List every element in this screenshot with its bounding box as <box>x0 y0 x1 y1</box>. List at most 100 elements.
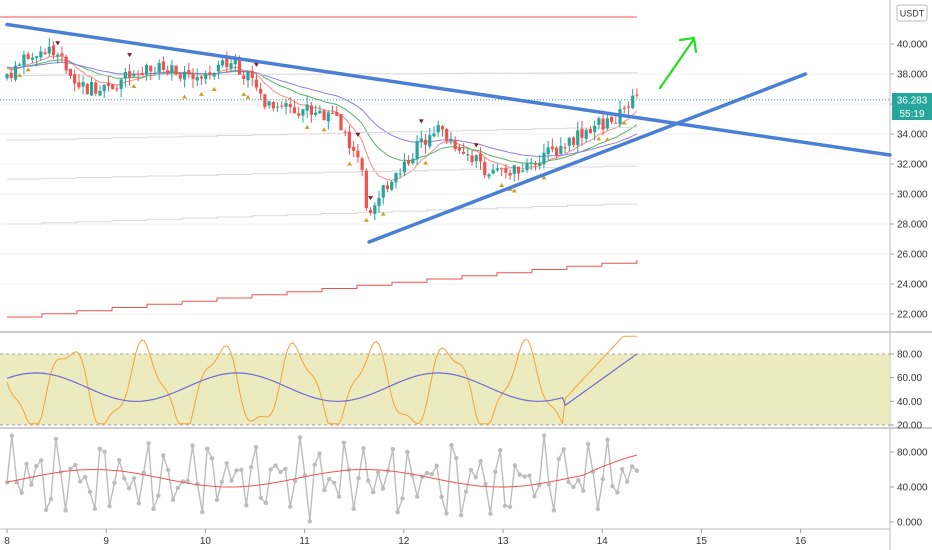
candle[interactable] <box>98 90 102 96</box>
candle[interactable] <box>309 105 313 115</box>
candle[interactable] <box>77 82 81 88</box>
candle[interactable] <box>81 82 85 87</box>
candle[interactable] <box>457 147 461 151</box>
candle[interactable] <box>157 62 161 73</box>
candle[interactable] <box>22 54 26 66</box>
candle[interactable] <box>546 147 550 155</box>
candle[interactable] <box>64 56 68 71</box>
candle[interactable] <box>516 166 521 174</box>
ascending-trendline[interactable] <box>367 72 808 244</box>
candle[interactable] <box>432 133 436 137</box>
candle[interactable] <box>153 72 157 74</box>
candle[interactable] <box>411 158 415 164</box>
candle[interactable] <box>136 73 140 75</box>
candle[interactable] <box>191 73 195 80</box>
candle[interactable] <box>9 72 13 79</box>
candle[interactable] <box>174 65 178 75</box>
candle[interactable] <box>478 153 483 162</box>
candle[interactable] <box>18 64 22 66</box>
candle[interactable] <box>250 70 254 78</box>
candle[interactable] <box>576 130 580 146</box>
candle[interactable] <box>94 82 98 94</box>
candle[interactable] <box>199 76 204 79</box>
candle[interactable] <box>26 54 30 59</box>
candle[interactable] <box>580 128 584 138</box>
candle[interactable] <box>550 146 554 150</box>
candle[interactable] <box>144 64 149 75</box>
candle[interactable] <box>237 59 242 75</box>
candle[interactable] <box>390 181 394 190</box>
candle[interactable] <box>364 170 368 209</box>
candle[interactable] <box>166 70 170 73</box>
candle[interactable] <box>111 84 115 90</box>
candle[interactable] <box>542 152 546 165</box>
candle[interactable] <box>330 112 335 114</box>
candle[interactable] <box>415 141 419 160</box>
candle[interactable] <box>68 68 73 76</box>
candle[interactable] <box>47 46 51 54</box>
candle[interactable] <box>254 79 259 88</box>
candle[interactable] <box>419 138 423 142</box>
candle[interactable] <box>30 57 34 60</box>
candle[interactable] <box>89 81 94 96</box>
candle[interactable] <box>221 60 225 66</box>
candle[interactable] <box>508 172 512 176</box>
candle[interactable] <box>593 125 597 133</box>
candle[interactable] <box>119 79 123 89</box>
candle[interactable] <box>453 139 457 150</box>
candle[interactable] <box>106 83 111 86</box>
candle[interactable] <box>34 56 39 59</box>
candle[interactable] <box>631 95 635 108</box>
candle[interactable] <box>39 51 43 58</box>
candle[interactable] <box>368 209 373 213</box>
candle[interactable] <box>280 105 284 107</box>
candle[interactable] <box>161 61 166 70</box>
candle[interactable] <box>533 163 538 165</box>
candle[interactable] <box>208 72 212 76</box>
candle[interactable] <box>381 185 385 198</box>
candle[interactable] <box>360 158 364 171</box>
candle[interactable] <box>301 109 305 116</box>
candle[interactable] <box>559 145 563 155</box>
candle[interactable] <box>263 94 267 108</box>
candle[interactable] <box>373 205 377 214</box>
candle[interactable] <box>297 113 301 116</box>
candle[interactable] <box>512 165 516 175</box>
candle[interactable] <box>521 170 525 172</box>
candle[interactable] <box>216 64 220 72</box>
candle[interactable] <box>292 107 297 114</box>
candle[interactable] <box>13 65 18 80</box>
candle[interactable] <box>170 65 174 73</box>
candle[interactable] <box>347 131 352 149</box>
candle[interactable] <box>343 131 347 133</box>
candle[interactable] <box>605 118 609 129</box>
candle[interactable] <box>140 72 144 76</box>
candle[interactable] <box>195 76 199 81</box>
candle[interactable] <box>614 122 618 124</box>
candle[interactable] <box>267 101 271 106</box>
candle[interactable] <box>470 155 474 162</box>
breakout-arrow[interactable] <box>658 36 698 90</box>
candle[interactable] <box>597 118 601 125</box>
candle[interactable] <box>626 106 631 108</box>
candle[interactable] <box>563 147 567 149</box>
candle[interactable] <box>271 101 275 109</box>
candle[interactable] <box>102 84 106 92</box>
candle[interactable] <box>149 65 153 72</box>
candle[interactable] <box>352 146 356 151</box>
candle[interactable] <box>445 128 449 142</box>
candle[interactable] <box>622 107 626 109</box>
currency-badge[interactable]: USDT <box>896 4 928 22</box>
candle[interactable] <box>461 151 466 154</box>
candle[interactable] <box>538 163 542 166</box>
candle[interactable] <box>635 94 639 96</box>
candle[interactable] <box>85 83 89 95</box>
candle[interactable] <box>423 139 428 145</box>
candle[interactable] <box>466 154 470 156</box>
candle[interactable] <box>491 169 495 174</box>
candle[interactable] <box>356 150 360 158</box>
candle[interactable] <box>305 104 309 111</box>
candle[interactable] <box>56 54 60 57</box>
candle[interactable] <box>284 103 288 107</box>
candle[interactable] <box>5 74 9 79</box>
